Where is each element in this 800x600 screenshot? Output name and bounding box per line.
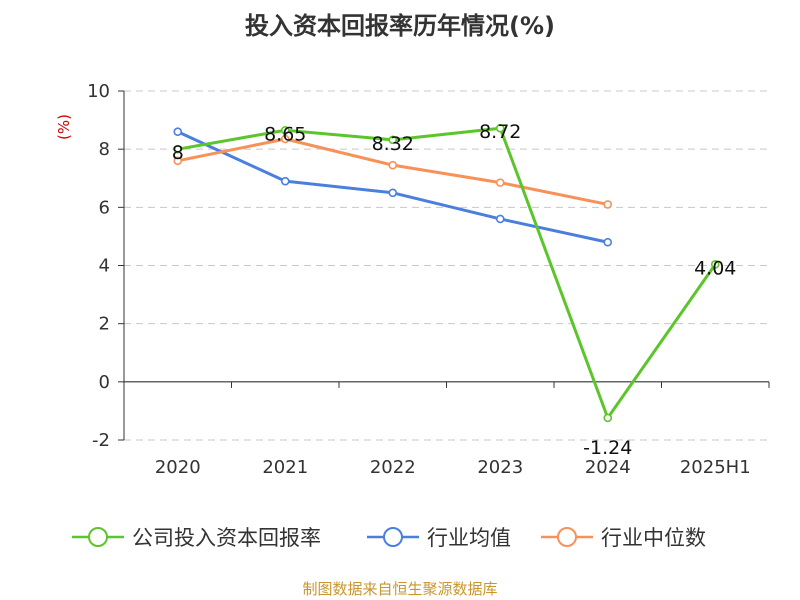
data-point <box>173 156 183 166</box>
legend-label: 公司投入资本回报率 <box>132 526 321 550</box>
data-point <box>710 260 720 269</box>
legend-marker <box>88 527 108 547</box>
series-line <box>177 126 717 420</box>
legend-item: 公司投入资本回报率 <box>72 526 321 550</box>
data-point <box>603 413 613 423</box>
y-axis-unit-label: (%) <box>55 114 73 140</box>
y-tick-label: 6 <box>99 197 110 218</box>
data-point <box>280 134 290 144</box>
y-tick-label: 4 <box>99 256 110 277</box>
data-point <box>388 160 398 170</box>
data-point <box>603 200 613 209</box>
legend-label: 行业中位数 <box>601 526 706 550</box>
legend: 公司投入资本回报率 行业均值 行业中位数 <box>72 526 706 550</box>
data-labels: 8 8.65 8.32 8.72 -1.24 4.04 <box>172 121 737 459</box>
x-tick-label: 2021 <box>262 457 308 478</box>
data-point <box>495 123 505 133</box>
legend-marker <box>557 527 577 547</box>
data-point <box>280 176 290 186</box>
legend-item: 行业中位数 <box>541 526 706 550</box>
x-tick-label: 2025H1 <box>680 457 751 478</box>
data-label: 8 <box>172 142 184 164</box>
legend-item: 行业均值 <box>367 526 511 550</box>
data-point <box>495 214 505 224</box>
data-point <box>388 188 398 198</box>
y-tick-label: 2 <box>99 314 110 335</box>
data-point <box>173 127 183 137</box>
legend-label: 行业均值 <box>427 526 511 550</box>
data-point <box>388 135 398 145</box>
x-tick-label: 2022 <box>370 457 416 478</box>
data-label: 8.65 <box>264 123 306 145</box>
data-point <box>173 144 183 154</box>
axes: -2 0 2 4 6 8 10 2020 2021 2022 2023 2024 2025H1 (%) <box>55 81 770 478</box>
x-tick-label: 2024 <box>585 457 631 478</box>
x-tick-label: 2020 <box>155 457 201 478</box>
data-label: 8.32 <box>372 133 414 155</box>
x-tick-label: 2023 <box>477 457 523 478</box>
data-label: 8.72 <box>479 121 521 143</box>
data-point <box>495 178 505 187</box>
legend-marker <box>383 527 403 547</box>
y-tick-label: 10 <box>87 81 110 102</box>
y-tick-label: 8 <box>99 139 110 160</box>
series-group <box>173 123 720 423</box>
data-label: 4.04 <box>694 257 736 279</box>
data-point <box>603 237 613 247</box>
data-point <box>280 125 290 135</box>
chart-title: 投入资本回报率历年情况(%) <box>245 12 555 40</box>
source-footer: 制图数据来自恒生聚源数据库 <box>302 580 498 598</box>
y-tick-label: 0 <box>99 372 110 393</box>
y-tick-label: -2 <box>92 430 110 451</box>
data-label: -1.24 <box>583 437 632 459</box>
